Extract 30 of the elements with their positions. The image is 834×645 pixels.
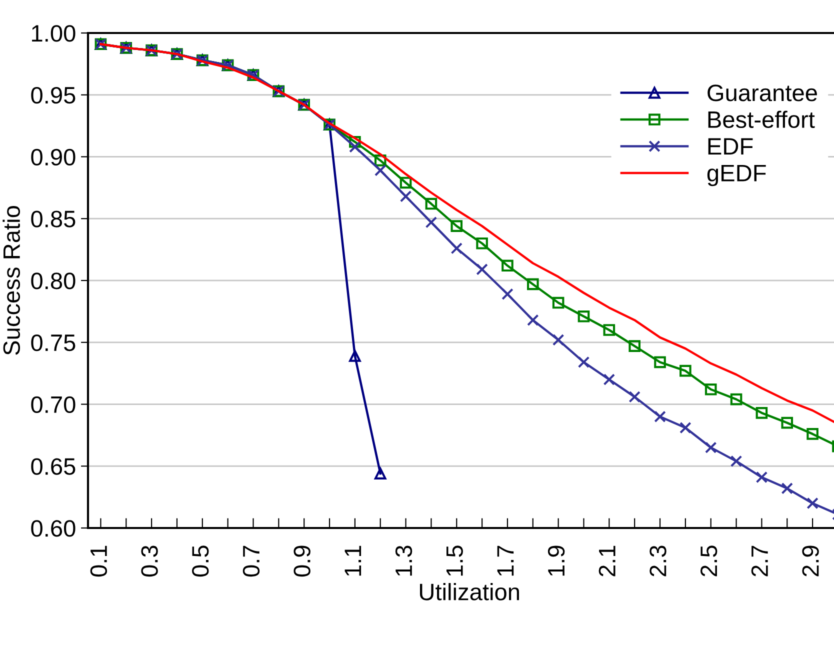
x-tick-label: 2.7 bbox=[751, 546, 768, 576]
y-tick-label: 0.60 bbox=[31, 520, 76, 537]
x-tick-label: 0.9 bbox=[294, 546, 310, 577]
x-tick-label: 2.1 bbox=[598, 546, 616, 576]
x-tick-label: 1.5 bbox=[446, 546, 463, 576]
x-tick-label: 0.1 bbox=[90, 546, 108, 577]
y-tick-label: 0.95 bbox=[31, 86, 76, 104]
y-tick-label: 1.00 bbox=[32, 25, 76, 42]
y-tick-label: 0.75 bbox=[31, 334, 76, 352]
legend-label: Guarantee bbox=[708, 84, 817, 102]
legend-label: EDF bbox=[708, 138, 753, 155]
y-axis-title: Success Ratio bbox=[2, 206, 20, 355]
x-tick-label: 0.3 bbox=[141, 546, 158, 577]
x-tick-label: 0.7 bbox=[242, 546, 260, 577]
x-tick-label: 0.5 bbox=[192, 546, 209, 577]
x-tick-label: 2.9 bbox=[802, 546, 819, 576]
x-tick-label: 2.5 bbox=[700, 546, 718, 576]
x-axis-title: Utilization bbox=[420, 583, 519, 600]
y-tick-label: 0.80 bbox=[31, 272, 76, 290]
y-tick-label: 0.70 bbox=[31, 396, 76, 414]
x-tick-label: 1.7 bbox=[497, 546, 514, 576]
legend-label: Best-effort bbox=[708, 110, 815, 128]
y-tick-label: 0.90 bbox=[31, 148, 76, 166]
x-tick-label: 1.1 bbox=[344, 546, 362, 576]
x-tick-label: 2.3 bbox=[650, 546, 666, 576]
legend-label: gEDF bbox=[707, 165, 766, 186]
x-tick-label: 1.3 bbox=[395, 546, 412, 576]
y-tick-label: 0.65 bbox=[31, 458, 76, 475]
y-tick-label: 0.85 bbox=[31, 210, 76, 228]
x-tick-label: 1.9 bbox=[548, 546, 565, 576]
